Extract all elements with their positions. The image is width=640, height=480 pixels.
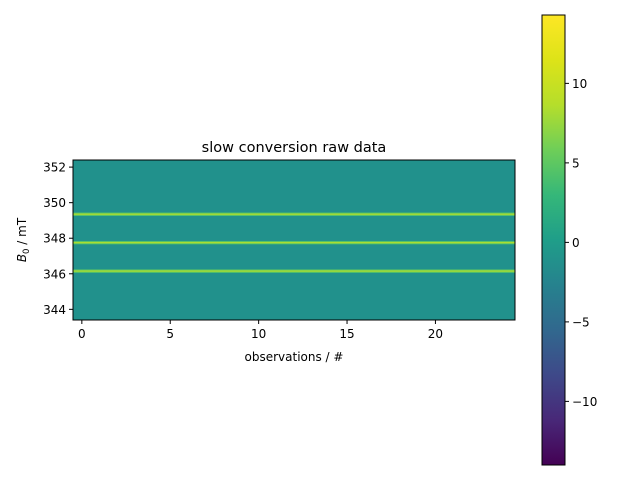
x-axis: 0 5 10 15 20	[78, 320, 443, 341]
y-tick-label: 344	[43, 303, 66, 317]
x-tick-label: 10	[251, 327, 266, 341]
y-tick-label: 348	[43, 232, 66, 246]
colorbar-axis: −10 −5 0 5 10	[565, 77, 597, 409]
chart-title: slow conversion raw data	[202, 140, 387, 156]
y-tick-label: 350	[43, 196, 66, 210]
heatmap-image	[73, 160, 515, 320]
plot-frame	[72, 159, 516, 321]
colorbar	[541, 14, 566, 466]
y-axis-label: B0 / mT	[15, 217, 32, 262]
colorbar-tick-label: −10	[572, 395, 597, 409]
x-axis-label: observations / #	[245, 350, 344, 364]
y-axis: 344 346 348 350 352	[43, 161, 73, 317]
x-tick-label: 5	[166, 327, 174, 341]
y-tick-label: 352	[43, 161, 66, 175]
heatmap-background	[73, 160, 515, 320]
colorbar-tick-label: 10	[572, 77, 587, 91]
x-tick-label: 15	[339, 327, 354, 341]
x-tick-label: 20	[428, 327, 443, 341]
colorbar-tick-label: 5	[572, 156, 580, 170]
colorbar-tick-label: −5	[572, 315, 590, 329]
y-tick-label: 346	[43, 267, 66, 281]
colorbar-tick-label: 0	[572, 236, 580, 250]
x-tick-label: 0	[78, 327, 86, 341]
